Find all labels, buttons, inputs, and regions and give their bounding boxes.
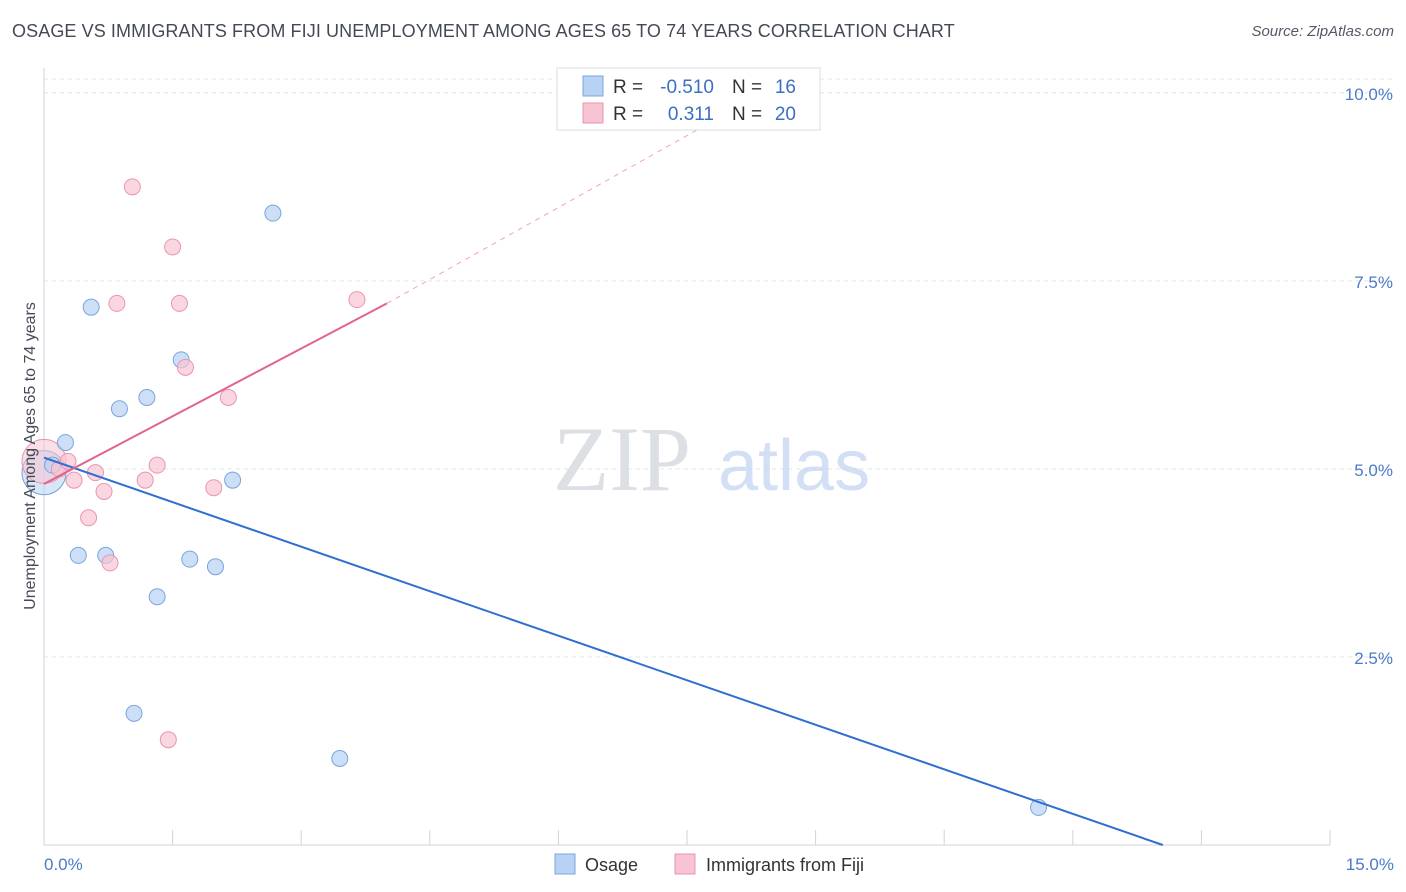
fiji-point: [65, 471, 83, 489]
osage-point: [110, 400, 128, 418]
legend-r-value-fiji: 0.311: [668, 104, 714, 125]
watermark-zip: ZIP: [553, 408, 691, 510]
y-tick-label: 7.5%: [1354, 273, 1393, 292]
gridlines: [44, 78, 1392, 658]
legend-r-label-osage: R =: [613, 77, 643, 98]
legend-bottom-label-fiji: Immigrants from Fiji: [706, 855, 864, 875]
osage-point: [138, 388, 156, 406]
fiji-point: [80, 509, 98, 527]
legend-n-label-fiji: N =: [732, 104, 762, 125]
legend-r-label-fiji: R =: [613, 104, 643, 125]
chart-title: OSAGE VS IMMIGRANTS FROM FIJI UNEMPLOYME…: [12, 21, 955, 41]
osage-point: [181, 550, 199, 568]
osage-point: [224, 471, 242, 489]
fiji-point: [108, 294, 126, 312]
osage-point: [82, 298, 100, 316]
fiji-point: [95, 482, 113, 500]
legend-r-value-osage: -0.510: [660, 77, 714, 98]
osage-point: [206, 558, 224, 576]
fiji-point: [164, 238, 182, 256]
legend-bottom-label-osage: Osage: [585, 855, 638, 875]
legend-swatch-osage: [582, 75, 604, 97]
legend-bottom: Osage Immigrants from Fiji: [554, 853, 864, 875]
legend-top: R = -0.510 N = 16 R = 0.311 N = 20: [556, 67, 821, 131]
y-tick-label: 10.0%: [1345, 85, 1393, 104]
legend-n-value-fiji: 20: [775, 104, 796, 125]
data-points: [21, 178, 1048, 816]
osage-point: [331, 749, 349, 767]
fiji-point: [159, 731, 177, 749]
y-tick-label: 2.5%: [1354, 649, 1393, 668]
fiji-point: [205, 479, 223, 497]
osage-point: [148, 588, 166, 606]
legend-n-label-osage: N =: [732, 77, 762, 98]
fiji-trend-line: [43, 302, 388, 485]
fiji-point: [148, 456, 166, 474]
x-tick-label-max: 15.0%: [1346, 855, 1394, 874]
fiji-point: [176, 358, 194, 376]
legend-swatch-fiji: [582, 102, 604, 124]
legend-n-value-osage: 16: [775, 77, 796, 98]
x-tick-label-min: 0.0%: [44, 855, 83, 874]
fiji-point: [219, 388, 237, 406]
fiji-point: [348, 291, 366, 309]
x-ticks: [43, 830, 1331, 845]
y-tick-label: 5.0%: [1354, 461, 1393, 480]
y-axis-title: Unemployment Among Ages 65 to 74 years: [22, 302, 39, 610]
fiji-trend-extension: [386, 111, 731, 304]
legend-bottom-swatch-fiji: [674, 853, 696, 875]
fiji-point: [123, 178, 141, 196]
fiji-point: [101, 554, 119, 572]
osage-point: [264, 204, 282, 222]
legend-bottom-swatch-osage: [554, 853, 576, 875]
osage-point: [125, 704, 143, 722]
fiji-point: [136, 471, 154, 489]
trend-lines: [43, 111, 1164, 846]
y-tick-labels: 2.5% 5.0% 7.5% 10.0%: [1345, 85, 1393, 668]
osage-trend-line: [43, 456, 1164, 846]
fiji-point: [170, 294, 188, 312]
osage-point: [69, 546, 87, 564]
watermark-atlas: atlas: [718, 426, 870, 506]
source-label: Source: ZipAtlas.com: [1251, 23, 1394, 40]
osage-point: [56, 434, 74, 452]
